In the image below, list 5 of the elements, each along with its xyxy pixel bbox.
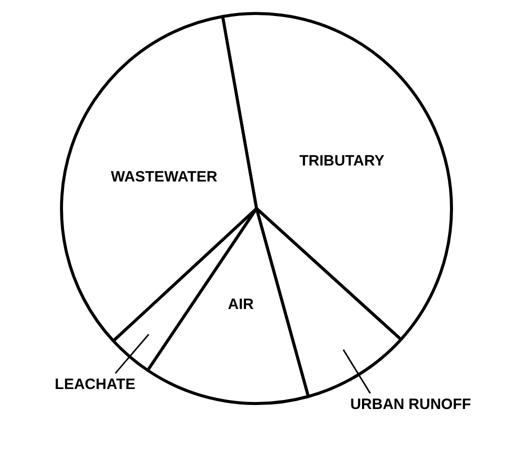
slice-label: LEACHATE <box>54 376 136 393</box>
slice-label: URBAN RUNOFF <box>350 396 472 413</box>
slice-label: WASTEWATER <box>110 168 218 186</box>
slice-label: AIR <box>228 296 254 313</box>
slice-label: TRIBUTARY <box>299 152 384 170</box>
